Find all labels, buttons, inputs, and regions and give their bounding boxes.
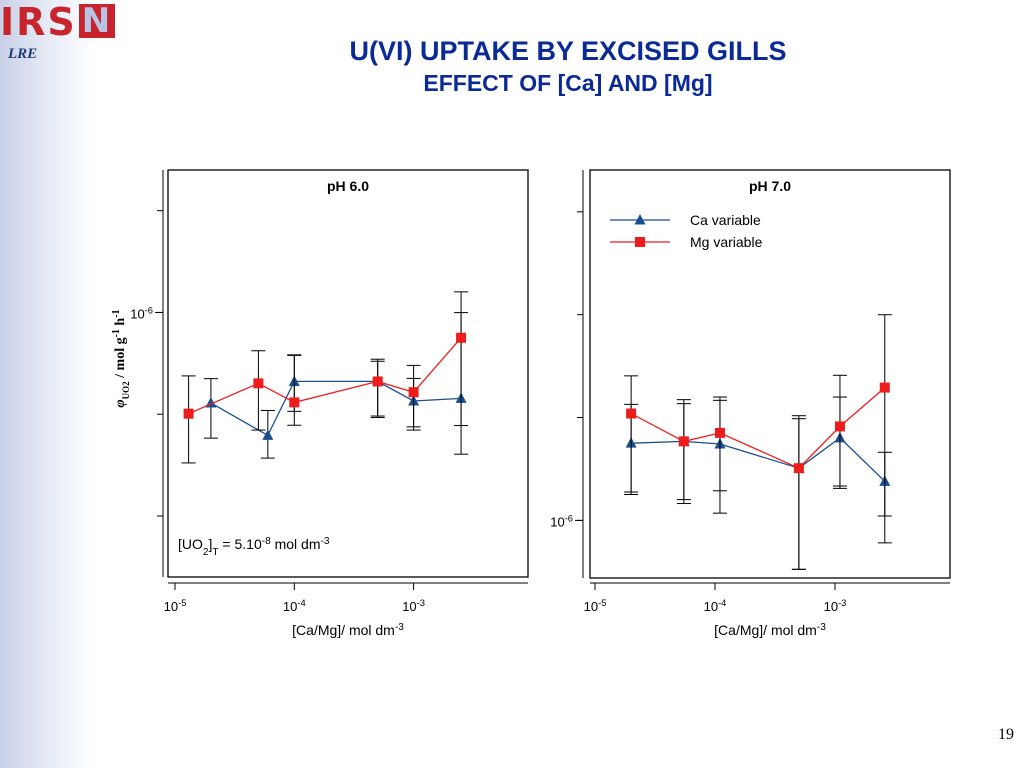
data-point-square: [183, 408, 194, 419]
x-tick-label: 10-3: [402, 598, 425, 614]
data-point-square: [456, 332, 467, 343]
chart-ph7: 10-6 10-5 10-4 10-3 [Ca/Mg]/ mol dm-3 pH 7.0 C…: [550, 169, 951, 639]
x-tick-label: 10-3: [824, 598, 847, 614]
x-axis-label: [Ca/Mg]/ mol dm-3: [714, 622, 826, 639]
data-point-square: [793, 463, 804, 474]
data-point-square: [834, 421, 845, 432]
legend-marker-triangle: [634, 214, 646, 225]
data-point-square: [408, 387, 419, 398]
panel-title: pH 7.0: [749, 178, 791, 194]
slide-title: U(VI) UPTAKE BY EXCISED GILLS EFFECT OF …: [180, 34, 956, 98]
sidebar-gradient: [0, 0, 95, 768]
series-mg: [624, 314, 892, 570]
data-point-square: [372, 376, 383, 387]
chart-ph6: 10-6 10-5 10-4 10-3 [Ca/Mg]/ mol dm-3 pH 6.0 φ…: [111, 169, 529, 639]
irsn-logo: IRS N: [0, 2, 124, 42]
legend-label: Mg variable: [690, 234, 763, 250]
page-number: 19: [998, 726, 1014, 743]
data-point-square: [714, 427, 725, 438]
legend-marker-square: [635, 237, 645, 247]
y-tick-label: 10-6: [550, 513, 573, 529]
logo-letters: IRS: [0, 0, 77, 44]
data-point-square: [678, 436, 689, 447]
slide-title-line1: U(VI) UPTAKE BY EXCISED GILLS: [349, 36, 787, 66]
concentration-annotation: [UO2]T = 5.10-8 mol dm-3: [178, 536, 330, 558]
x-tick-label: 10-5: [164, 598, 187, 614]
y-axis-label: φUO2 / mol g-1 h-1: [111, 309, 132, 407]
data-point-square: [879, 382, 890, 393]
x-tick-label: 10-4: [283, 598, 306, 614]
x-axis-label: [Ca/Mg]/ mol dm-3: [292, 622, 404, 639]
lab-subunit: LRE: [8, 46, 38, 62]
data-point-square: [289, 397, 300, 408]
series-mg: [181, 291, 469, 464]
data-point-square: [253, 378, 264, 389]
legend: Ca variable Mg variable: [610, 212, 763, 250]
series-line: [188, 337, 462, 415]
x-tick-label: 10-4: [704, 598, 727, 614]
data-point-square: [626, 408, 637, 419]
plot-frame: [589, 169, 951, 579]
series-line: [630, 387, 886, 469]
slide-title-line2: EFFECT OF [Ca] AND [Mg]: [423, 70, 713, 96]
panel-title: pH 6.0: [327, 178, 369, 194]
y-tick-label: 10-6: [130, 305, 153, 321]
x-tick-label: 10-5: [584, 598, 607, 614]
logo-boxed-letter: N: [78, 4, 116, 38]
series-line: [631, 437, 886, 482]
data-point-triangle: [262, 429, 274, 440]
plot-frame: [167, 169, 529, 578]
legend-label: Ca variable: [690, 212, 761, 228]
